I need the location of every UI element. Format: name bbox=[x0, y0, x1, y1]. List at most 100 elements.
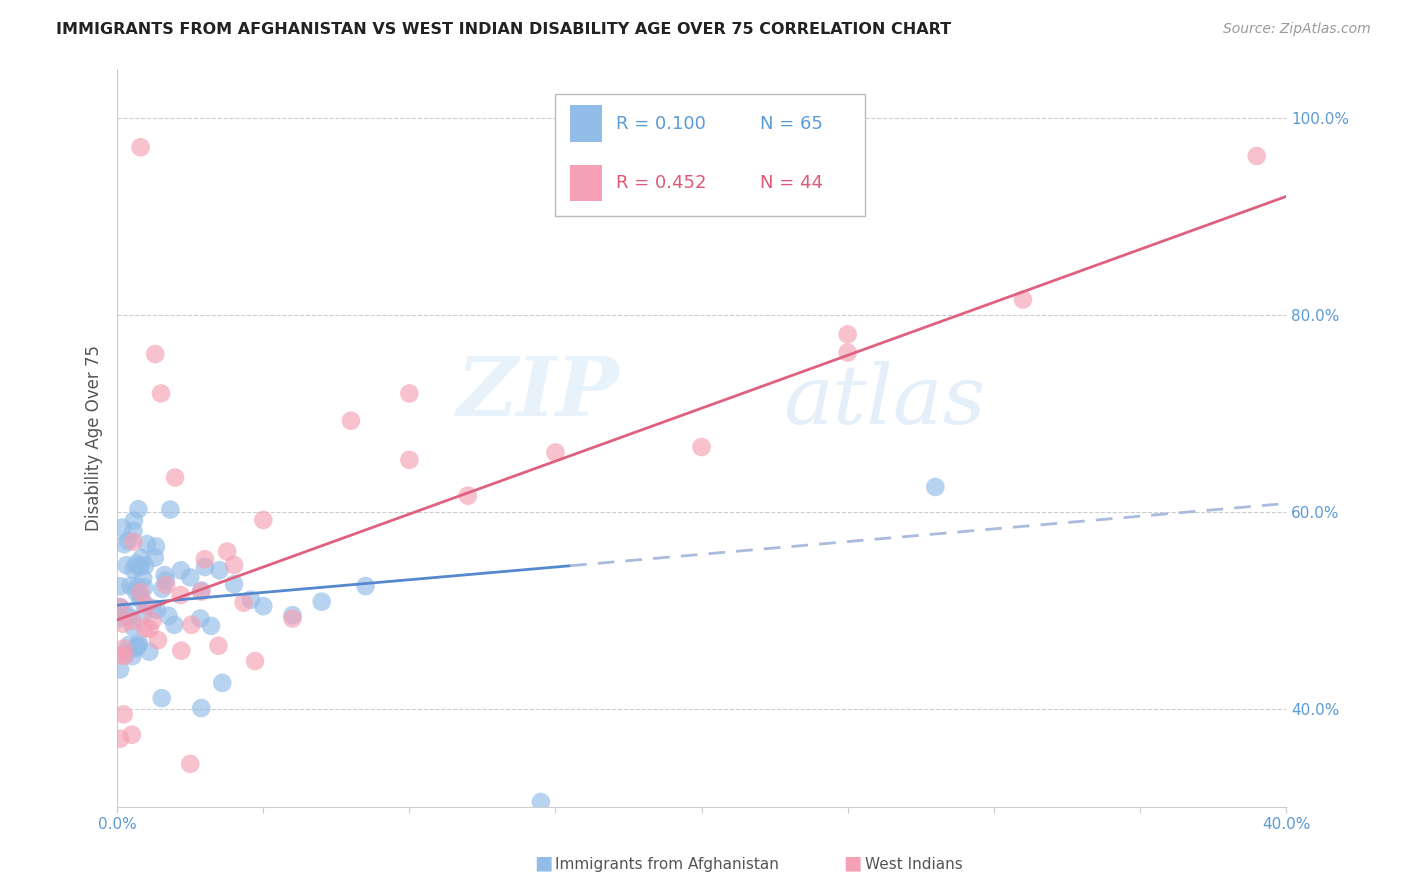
Point bbox=[132, 571, 155, 585]
Point bbox=[125, 584, 148, 599]
Point bbox=[135, 599, 157, 613]
Point bbox=[150, 582, 173, 596]
Y-axis label: Disability Age Over 75: Disability Age Over 75 bbox=[86, 344, 103, 531]
Point bbox=[194, 552, 217, 566]
Text: Immigrants from Afghanistan: Immigrants from Afghanistan bbox=[555, 857, 779, 872]
Point bbox=[112, 641, 135, 656]
Point bbox=[232, 596, 254, 610]
Point bbox=[281, 611, 304, 625]
Point bbox=[150, 386, 173, 401]
Point bbox=[122, 562, 145, 576]
Point bbox=[1012, 293, 1035, 307]
Point bbox=[157, 608, 180, 623]
Point bbox=[155, 578, 177, 592]
Point bbox=[153, 568, 176, 582]
Point bbox=[111, 616, 134, 631]
Point bbox=[146, 633, 169, 648]
Point bbox=[134, 558, 156, 573]
Point bbox=[134, 580, 156, 594]
Point bbox=[252, 599, 274, 614]
Point bbox=[163, 618, 186, 632]
Text: R = 0.100: R = 0.100 bbox=[616, 115, 706, 133]
Point bbox=[125, 641, 148, 656]
Point bbox=[129, 585, 152, 599]
Point bbox=[141, 601, 163, 615]
Point bbox=[138, 622, 160, 636]
Point bbox=[114, 648, 136, 663]
Text: ZIP: ZIP bbox=[457, 353, 620, 434]
Point bbox=[530, 795, 553, 809]
Text: N = 65: N = 65 bbox=[761, 115, 823, 133]
Point bbox=[146, 603, 169, 617]
Point bbox=[243, 654, 266, 668]
Point bbox=[252, 513, 274, 527]
Point bbox=[207, 639, 229, 653]
Point bbox=[114, 605, 136, 619]
Point bbox=[165, 470, 187, 484]
Point bbox=[121, 614, 143, 628]
Text: Source: ZipAtlas.com: Source: ZipAtlas.com bbox=[1223, 22, 1371, 37]
Point bbox=[190, 583, 212, 598]
Point bbox=[217, 544, 239, 558]
FancyBboxPatch shape bbox=[569, 164, 602, 202]
Point bbox=[127, 502, 149, 516]
Point bbox=[108, 663, 131, 677]
Point bbox=[179, 756, 201, 771]
Text: West Indians: West Indians bbox=[865, 857, 963, 872]
Point bbox=[170, 643, 193, 657]
Point bbox=[169, 588, 191, 602]
Point bbox=[132, 607, 155, 622]
Point bbox=[1246, 149, 1268, 163]
Point bbox=[122, 534, 145, 549]
Point bbox=[129, 140, 152, 154]
Point bbox=[200, 619, 222, 633]
Point bbox=[134, 621, 156, 635]
Point bbox=[211, 676, 233, 690]
Point bbox=[122, 620, 145, 634]
Text: ■: ■ bbox=[534, 854, 553, 872]
Point bbox=[127, 638, 149, 652]
Point bbox=[131, 551, 153, 566]
Point bbox=[115, 558, 138, 573]
Point bbox=[127, 580, 149, 594]
Point bbox=[108, 600, 131, 615]
Point bbox=[398, 453, 420, 467]
FancyBboxPatch shape bbox=[555, 95, 865, 216]
Point bbox=[690, 440, 713, 454]
Point bbox=[354, 579, 377, 593]
Point bbox=[190, 584, 212, 599]
Point bbox=[141, 614, 163, 628]
Point bbox=[117, 533, 139, 548]
FancyBboxPatch shape bbox=[569, 105, 602, 143]
Point bbox=[129, 592, 152, 607]
Point bbox=[170, 563, 193, 577]
Point bbox=[112, 707, 135, 722]
Point bbox=[457, 489, 479, 503]
Point bbox=[159, 502, 181, 516]
Point bbox=[118, 638, 141, 652]
Point bbox=[122, 513, 145, 527]
Point bbox=[120, 579, 142, 593]
Point bbox=[108, 600, 131, 615]
Point bbox=[108, 579, 131, 593]
Point bbox=[136, 537, 159, 551]
Point bbox=[281, 608, 304, 623]
Point bbox=[117, 610, 139, 624]
Point bbox=[108, 611, 131, 625]
Point bbox=[544, 445, 567, 459]
Point bbox=[194, 560, 217, 574]
Point bbox=[128, 560, 150, 574]
Point bbox=[398, 386, 420, 401]
Point bbox=[121, 728, 143, 742]
Point bbox=[222, 558, 245, 572]
Point bbox=[837, 327, 859, 342]
Point bbox=[125, 640, 148, 654]
Point bbox=[180, 617, 202, 632]
Point bbox=[837, 345, 859, 359]
Point bbox=[150, 691, 173, 706]
Point bbox=[131, 591, 153, 606]
Point bbox=[190, 701, 212, 715]
Text: R = 0.452: R = 0.452 bbox=[616, 174, 707, 192]
Point bbox=[222, 577, 245, 591]
Point bbox=[188, 611, 211, 625]
